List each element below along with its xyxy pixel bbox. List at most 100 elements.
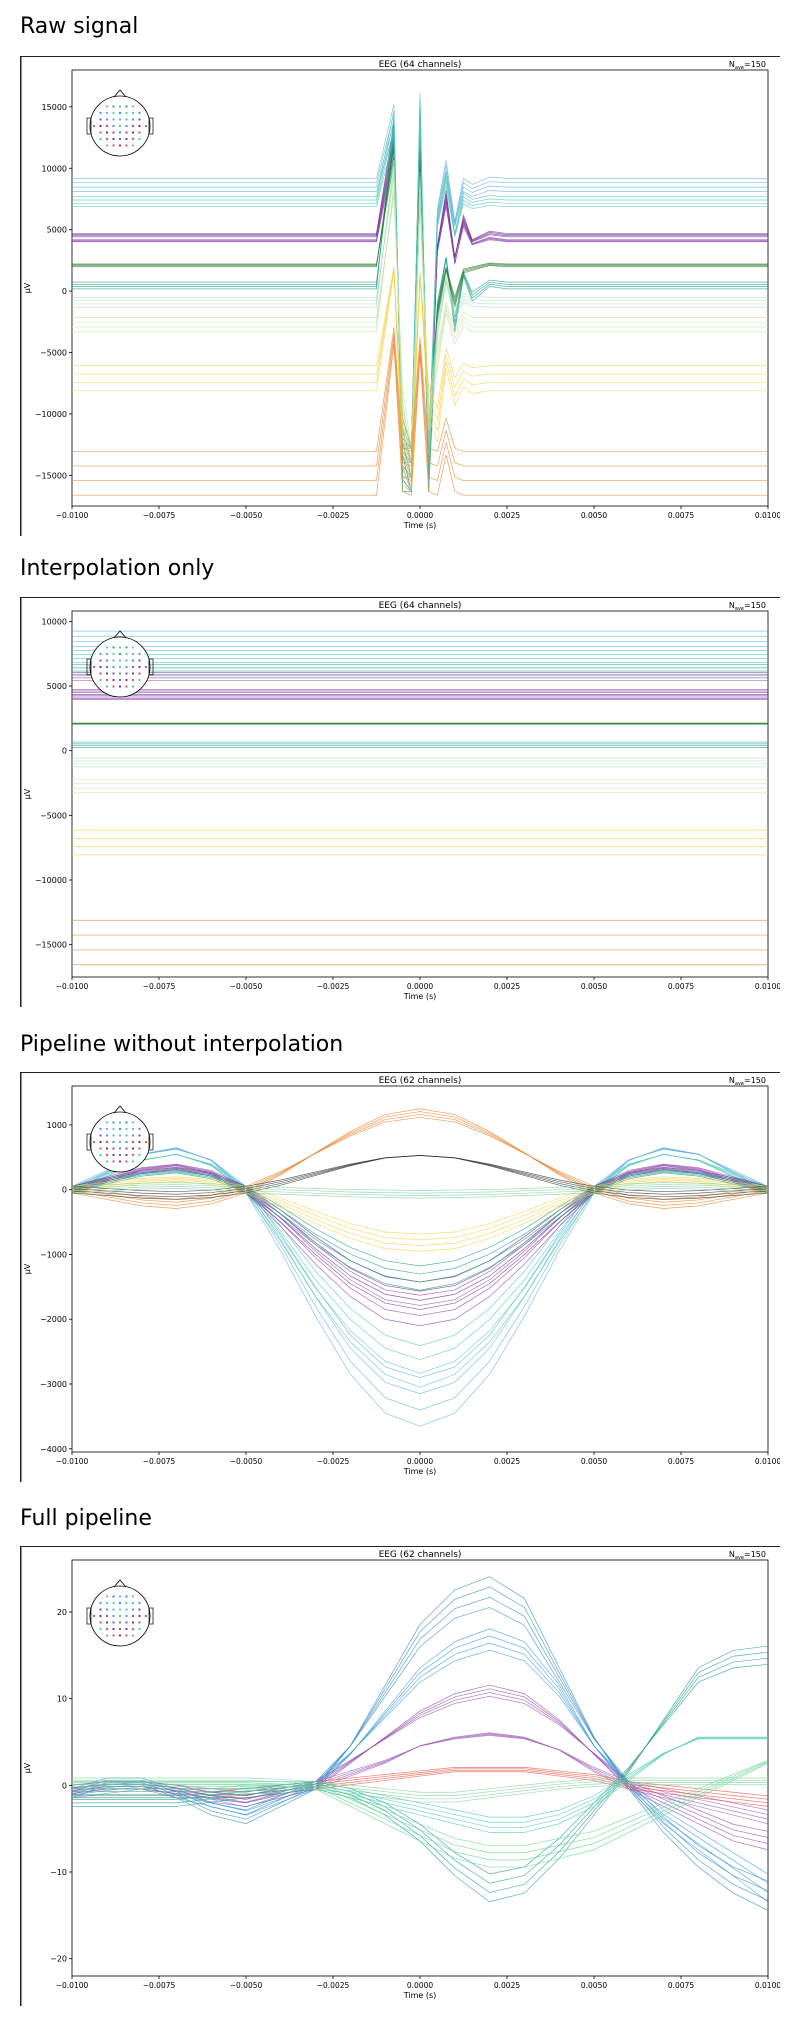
sensor-dot <box>112 1140 115 1144</box>
sensor-dot <box>118 659 122 662</box>
y-axis-label: µV <box>23 788 32 799</box>
series-line <box>72 176 768 449</box>
series-line <box>72 1684 768 1851</box>
y-tick-label: −20 <box>50 1955 67 1964</box>
series-line <box>72 188 768 478</box>
sensor-dot <box>125 1160 128 1163</box>
sensor-dot <box>125 672 128 675</box>
sensor-dot <box>138 672 141 675</box>
series-line <box>72 1168 768 1301</box>
x-tick-label: 0.0075 <box>668 1457 694 1466</box>
sensor-dot <box>99 652 102 656</box>
x-axis-label: Time (s) <box>403 992 437 1001</box>
x-tick-label: −0.0100 <box>56 1457 89 1466</box>
sensor-dot <box>125 1134 128 1137</box>
sensor-dot <box>118 1134 122 1137</box>
sensor-dot <box>138 111 141 115</box>
head-nose <box>113 1579 127 1588</box>
sensor-dot <box>118 672 122 675</box>
sensor-dot <box>125 124 128 128</box>
series-line <box>72 1760 768 1854</box>
sensor-dot <box>131 1614 135 1618</box>
sensor-dot <box>105 1160 109 1163</box>
series-line <box>72 1663 768 1875</box>
series-line <box>72 1148 768 1378</box>
y-tick-label: 0 <box>62 1781 67 1790</box>
sensor-dot <box>118 118 122 121</box>
series-line <box>72 1172 768 1291</box>
sensor-dot <box>105 1121 109 1124</box>
sensor-dot <box>138 1627 141 1631</box>
sensor-dot <box>99 1608 102 1611</box>
x-tick-label: 0.0000 <box>407 982 433 991</box>
sensor-dot <box>105 665 109 669</box>
axes-frame <box>71 1085 769 1453</box>
sensor-dot <box>131 1160 135 1163</box>
series-group <box>72 92 768 496</box>
y-tick-label: −10 <box>50 1868 67 1877</box>
sensor-dot <box>131 1147 135 1150</box>
sensor-dot <box>125 685 128 688</box>
sensor-dot <box>105 1634 109 1637</box>
sensor-dot <box>125 1627 128 1631</box>
series-line <box>72 1179 768 1246</box>
section-heading-interpolation-only: Interpolation only <box>20 556 215 581</box>
sensor-dot <box>92 1140 96 1144</box>
sensor-dot <box>105 118 109 121</box>
series-line <box>72 1163 768 1296</box>
sensor-dot <box>125 118 128 121</box>
sensor-dot <box>118 1140 122 1144</box>
sensor-dot <box>105 652 109 656</box>
x-axis-label: Time (s) <box>403 521 437 530</box>
sensor-dot <box>118 131 122 134</box>
x-tick-label: 0.0075 <box>668 511 694 520</box>
sensor-dot <box>131 1153 135 1157</box>
series-line <box>72 1155 768 1193</box>
eeg-chart-pipeline-without-interpolation: EEG (62 channels) Nave=150 1000 0 −1000 −2000… <box>20 1072 780 1482</box>
chart-title: EEG (64 channels) <box>379 60 462 70</box>
x-tick-label: 0.0050 <box>581 511 607 520</box>
sensor-dot <box>112 646 115 649</box>
sensor-dot <box>131 1140 135 1144</box>
nave-label-n: N <box>729 1076 735 1085</box>
sensor-dot <box>131 652 135 656</box>
series-line <box>72 1177 768 1241</box>
nave-label: Nave=150 <box>729 601 766 612</box>
x-tick-label: −0.0025 <box>317 511 350 520</box>
sensor-dot <box>118 1601 122 1605</box>
y-tick-label: 5000 <box>47 682 67 691</box>
y-tick-label: 10000 <box>42 617 67 626</box>
series-line <box>72 1695 768 1832</box>
series-line <box>72 1114 768 1203</box>
sensor-dot <box>99 678 102 682</box>
sensor-dot <box>105 672 109 675</box>
series-group <box>72 1576 768 1911</box>
sensor-dot <box>131 1621 135 1624</box>
x-tick-label: 0.0100 <box>755 1981 780 1990</box>
sensor-dot <box>131 1127 135 1131</box>
sensor-dot <box>125 678 128 682</box>
x-tick-label: −0.0075 <box>143 982 176 991</box>
eeg-chart-interpolation-only: EEG (64 channels) Nave=150 10000 5000 0 −5000… <box>20 597 780 1007</box>
sensor-dot <box>105 1127 109 1131</box>
series-line <box>72 1176 768 1235</box>
sensor-dot <box>138 124 141 128</box>
sensor-dot <box>131 124 135 128</box>
sensor-dot <box>138 1140 141 1144</box>
sensor-dot <box>138 665 141 669</box>
series-line <box>72 1692 768 1838</box>
nave-label-value: =150 <box>744 1550 766 1559</box>
x-tick-label: −0.0025 <box>317 982 350 991</box>
nave-label-value: =150 <box>744 60 766 69</box>
sensor-dot <box>131 144 135 147</box>
series-line <box>72 338 768 482</box>
sensor-dot <box>105 1608 109 1611</box>
sensor-dot <box>105 1153 109 1157</box>
sensor-dot <box>125 1121 128 1124</box>
series-group <box>72 630 768 966</box>
x-tick-label: −0.0050 <box>230 511 263 520</box>
sensor-dot <box>92 665 96 669</box>
series-line <box>72 1148 768 1395</box>
x-tick-label: −0.0075 <box>143 1457 176 1466</box>
sensor-dot <box>112 1614 115 1618</box>
